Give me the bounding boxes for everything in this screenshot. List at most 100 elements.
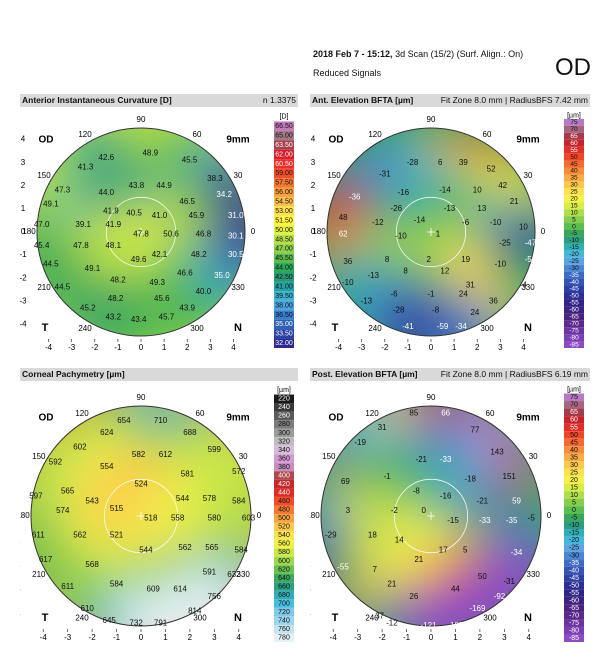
scale-swatch [564, 506, 584, 514]
x-axis-tick: 3 [208, 343, 213, 352]
scale-swatch [564, 230, 584, 237]
angle-label: 240 [78, 324, 92, 333]
map-value: 30.1 [228, 232, 244, 241]
map-value: -29 [325, 531, 337, 540]
x-axis-tick: 1 [452, 343, 457, 352]
map-value: -1 [427, 290, 435, 299]
x-axis-tick: 4 [231, 343, 236, 352]
scale-swatch [274, 140, 294, 150]
map-value: 46.5 [179, 197, 195, 206]
map-value: 611 [32, 531, 45, 540]
scale-value: -35 [569, 560, 579, 567]
angle-label: 330 [231, 283, 245, 292]
angle-label: 150 [327, 171, 341, 180]
scale-swatch [274, 556, 294, 566]
map-value: -47 [525, 239, 537, 248]
scale-value: -55 [569, 590, 579, 597]
y-axis-tick: 1 [21, 204, 26, 213]
map-value: 41.0 [152, 211, 168, 220]
scale-swatch [274, 215, 294, 226]
angle-label: 180 [20, 511, 30, 520]
map-value: 611 [61, 582, 74, 591]
scale-value: 55 [570, 424, 578, 431]
scale-swatch [274, 479, 294, 489]
scale-swatch [274, 159, 294, 169]
x-axis-tick: -3 [64, 633, 72, 642]
color-blob [425, 291, 497, 336]
scale-value: 48.50 [275, 236, 293, 243]
scale-swatch [564, 188, 584, 196]
map-value: -12 [372, 218, 384, 227]
map-value: 43.9 [179, 303, 195, 312]
angle-label: 0 [251, 227, 256, 236]
scale-swatch [564, 461, 584, 469]
map-value: 42.1 [152, 250, 168, 259]
scale-unit: [µm] [567, 112, 581, 119]
scale-swatch [274, 196, 294, 207]
panel-header-ant-curvature: Anterior Instantaneous Curvature [D] n 1.… [20, 94, 298, 107]
map-value: 688 [183, 428, 197, 437]
map-value: 624 [100, 428, 114, 437]
scale-value: 460 [278, 498, 290, 505]
map-value: -41 [402, 322, 414, 331]
scale-value: -5 [571, 230, 577, 237]
scale-value: -85 [569, 635, 579, 642]
map-value: 48.1 [105, 241, 121, 250]
scale-value: 60 [570, 140, 578, 147]
scale-swatch [564, 313, 584, 321]
y-axis-tick: 0 [311, 227, 316, 236]
map-value: -33 [440, 455, 452, 464]
scale-value: -45 [569, 286, 579, 293]
scale-swatch [564, 125, 584, 133]
color-field [37, 128, 245, 336]
map-value: -169 [469, 604, 486, 613]
x-axis-tick: -2 [379, 633, 387, 642]
scale-value: 0 [572, 507, 576, 514]
scale-value: 60 [570, 417, 578, 424]
angle-label: 0 [257, 511, 262, 520]
scale-value: 580 [278, 549, 290, 556]
scale-value: 63.50 [275, 142, 293, 149]
map-value: 584 [235, 545, 249, 554]
map-value: 574 [56, 506, 70, 515]
scale-swatch [274, 178, 294, 188]
scale-swatch [274, 394, 294, 404]
map-value: 10 [519, 222, 528, 231]
map-value: -1 [383, 472, 391, 481]
scale-swatch [564, 604, 584, 612]
scale-swatch [274, 403, 294, 412]
map-value: 47.8 [73, 241, 89, 250]
scale-swatch [564, 139, 584, 147]
scale-value: 35 [570, 454, 578, 461]
scale-value: 45 [570, 161, 578, 168]
scale-swatch [564, 438, 584, 447]
map-value: -51 [525, 255, 537, 264]
angle-label: 90 [427, 393, 436, 402]
x-axis-tick: -1 [404, 343, 412, 352]
nasal-label: N [524, 612, 532, 624]
scale-value: 70 [570, 126, 578, 133]
map-value: -16 [440, 492, 452, 501]
scale-swatch [564, 483, 584, 492]
map-value: 44.5 [55, 283, 71, 292]
map-boundary [320, 405, 542, 627]
map-value: 36 [489, 296, 498, 305]
scale-value: 440 [278, 490, 290, 497]
scale-value: 600 [278, 558, 290, 565]
scale-swatch [274, 607, 294, 617]
map-value: -12 [386, 619, 398, 628]
x-axis-tick: 1 [162, 343, 167, 352]
scale-swatch [564, 423, 584, 432]
scale-value: 66.50 [275, 123, 293, 130]
od-label: OD [329, 413, 344, 424]
map-value: 13 [477, 204, 486, 213]
color-blob [418, 588, 493, 626]
angle-label: 180 [312, 227, 326, 236]
map-value: 43.2 [105, 313, 121, 322]
scale-swatch [274, 225, 294, 235]
scale-swatch [564, 536, 584, 545]
od-label: OD [329, 135, 344, 146]
scale-value: 260 [278, 413, 290, 420]
angle-label: 240 [75, 613, 89, 622]
map-value: -18 [464, 474, 476, 483]
